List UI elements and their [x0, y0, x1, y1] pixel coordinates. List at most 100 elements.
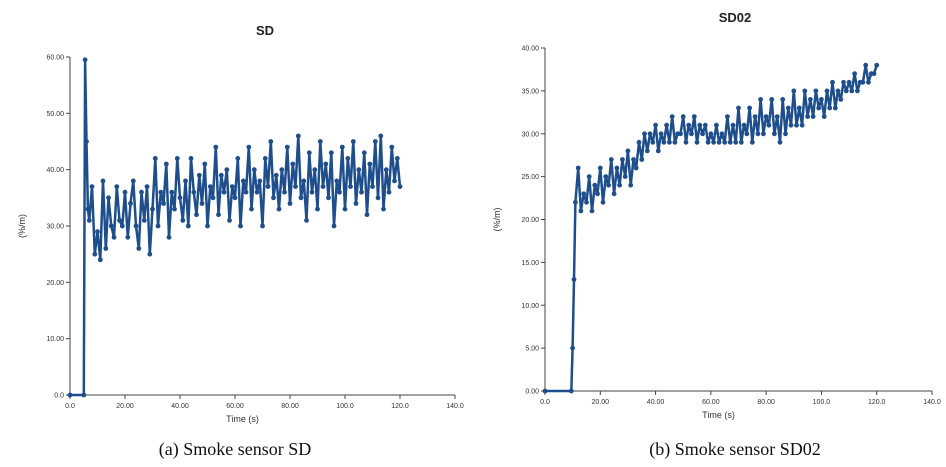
data-point [863, 62, 869, 68]
data-point [155, 223, 161, 229]
data-point [260, 223, 265, 229]
y-tick-label: 10.00 [521, 303, 539, 310]
data-point [843, 88, 849, 94]
y-tick-label: 0.00 [525, 389, 539, 396]
data-point [725, 114, 730, 119]
data-point [575, 165, 581, 171]
data-point [301, 178, 307, 184]
data-point [180, 218, 186, 223]
x-tick-label: 120.0 [391, 403, 409, 410]
data-point [257, 178, 263, 184]
data-point [172, 206, 177, 212]
x-tick-label: 80.00 [757, 399, 775, 406]
data-point [573, 199, 578, 205]
data-point [262, 156, 268, 161]
data-point [702, 122, 708, 128]
data-point [356, 167, 362, 173]
data-point [570, 345, 575, 351]
chart-caption: (a) Smoke sensor SD [159, 439, 311, 460]
data-point [805, 114, 810, 119]
data-point [664, 122, 669, 128]
data-point [348, 184, 353, 190]
data-point [631, 157, 636, 162]
data-point [117, 218, 122, 223]
data-point [810, 114, 816, 119]
data-point [661, 139, 667, 145]
data-point [383, 167, 389, 173]
data-point [866, 79, 871, 85]
data-point [680, 114, 686, 119]
data-point [216, 212, 221, 218]
data-point [716, 139, 722, 145]
data-point [689, 131, 694, 137]
data-point [719, 131, 725, 137]
data-point [747, 105, 752, 111]
data-point [163, 161, 169, 167]
data-point [290, 161, 296, 167]
data-point [328, 150, 334, 156]
data-point [730, 122, 736, 128]
data-point [161, 201, 166, 206]
data-point [210, 195, 216, 201]
data-point [620, 157, 625, 162]
data-point [353, 201, 359, 206]
data-point [246, 144, 252, 150]
y-tick-label: 15.00 [521, 260, 539, 267]
data-point [268, 139, 274, 144]
data-point [364, 212, 370, 218]
data-point [841, 79, 846, 85]
data-point [229, 184, 235, 190]
data-point [166, 234, 172, 240]
data-point [298, 195, 304, 201]
data-point [774, 114, 780, 119]
data-point [158, 189, 164, 195]
data-point [386, 189, 392, 195]
data-point [650, 139, 656, 145]
data-point [185, 223, 191, 229]
x-tick-label: 100.0 [336, 403, 354, 410]
data-point [202, 161, 208, 167]
y-tick-label: 20.00 [46, 280, 64, 287]
data-point [578, 208, 584, 214]
x-tick-label: 0.0 [540, 399, 550, 406]
data-point [584, 199, 589, 205]
data-point [705, 139, 711, 145]
data-point [647, 131, 653, 137]
data-point [174, 156, 180, 161]
data-point [254, 189, 260, 195]
data-point [849, 88, 855, 94]
data-point [667, 139, 672, 145]
data-point [589, 208, 595, 214]
data-point [345, 156, 351, 161]
x-tick-label: 40.00 [171, 403, 189, 410]
data-point [653, 122, 658, 128]
data-point [279, 167, 285, 173]
data-point [819, 97, 824, 102]
y-tick-label: 60.00 [46, 55, 64, 62]
data-point [169, 189, 175, 195]
data-point [287, 201, 293, 206]
data-point [196, 172, 202, 178]
data-point [796, 105, 802, 111]
data-point [361, 150, 367, 156]
data-point [392, 178, 397, 184]
data-point [586, 174, 592, 180]
data-point [625, 148, 631, 154]
data-point [389, 144, 395, 150]
data-point [378, 133, 384, 139]
data-point [141, 218, 147, 223]
data-point [813, 88, 819, 94]
data-point [871, 71, 877, 77]
data-point [284, 144, 290, 150]
data-point [317, 139, 323, 144]
data-point [106, 195, 111, 201]
x-tick-label: 20.00 [116, 403, 134, 410]
data-point [824, 88, 830, 94]
data-point [224, 167, 230, 173]
data-point [320, 184, 326, 190]
data-point [273, 172, 279, 178]
data-point [755, 131, 761, 137]
x-tick-label: 120.0 [868, 399, 886, 406]
data-point [802, 88, 808, 94]
data-point [783, 131, 788, 137]
